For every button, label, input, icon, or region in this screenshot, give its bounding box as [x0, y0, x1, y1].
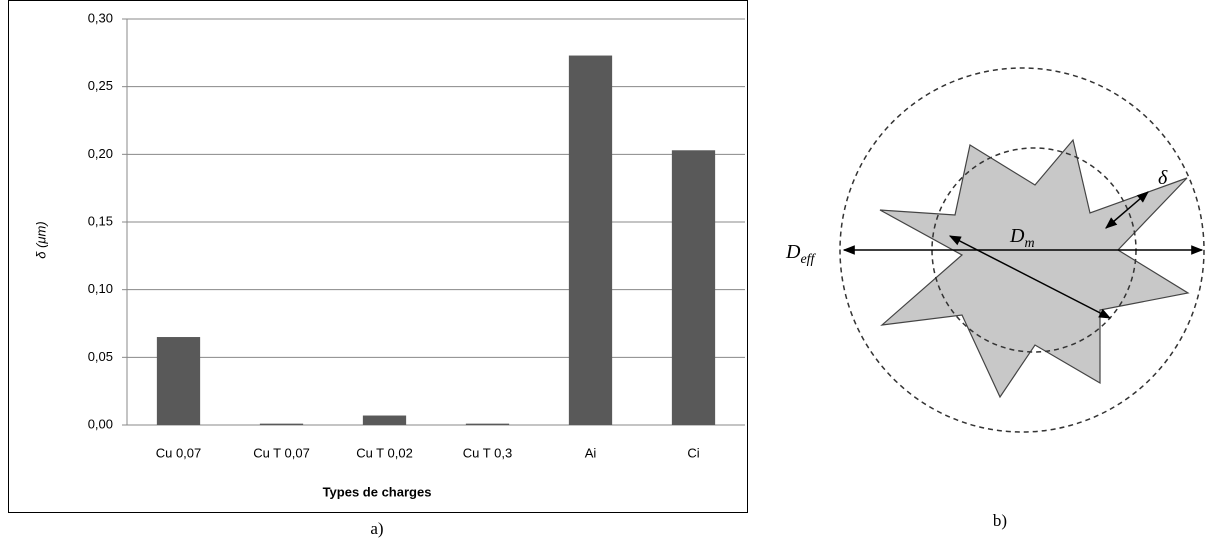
y-tick-label: 0,20 — [88, 146, 113, 161]
y-tick-label: 0,15 — [88, 213, 113, 228]
d-m-arrow — [948, 235, 1112, 319]
x-axis-title: Types de charges — [323, 484, 432, 499]
y-tick-label: 0,00 — [88, 416, 113, 431]
bar — [362, 415, 407, 425]
bar — [156, 337, 201, 425]
bar — [671, 150, 716, 426]
d-eff-main: D — [785, 241, 801, 263]
y-tick-label: 0,10 — [88, 281, 113, 296]
x-tick-label: Ci — [687, 445, 699, 460]
y-axis-title: δ (μm) — [33, 221, 48, 258]
x-tick-label: Cu T 0,3 — [463, 445, 512, 460]
bar — [465, 423, 510, 425]
d-m-label: Dm — [1009, 225, 1035, 251]
particle — [879, 138, 1190, 399]
caption-b: b) — [993, 511, 1007, 530]
y-tick-label: 0,05 — [88, 349, 113, 364]
y-tick-label: 0,30 — [88, 10, 113, 25]
x-tick-label: Cu T 0,02 — [356, 445, 413, 460]
chart: Types de charges δ (μm) 0,00 0,05 0,10 0,15… — [33, 10, 745, 499]
d-eff-label: Deff — [785, 241, 817, 267]
x-tick-label: Cu 0,07 — [156, 445, 202, 460]
delta-label: δ — [1158, 167, 1168, 189]
x-tick-label: Cu T 0,07 — [253, 445, 310, 460]
bar — [568, 55, 613, 425]
outer-circle — [839, 67, 1205, 433]
d-m-main: D — [1009, 225, 1025, 247]
y-tick-label: 0,25 — [88, 78, 113, 93]
d-m-sub: m — [1024, 236, 1034, 251]
chart-frame — [8, 0, 748, 513]
diagram: Deff Dm δ — [785, 67, 1205, 433]
delta-arrow — [1105, 191, 1149, 229]
caption-a: a) — [370, 519, 383, 538]
d-eff-sub: eff — [800, 252, 816, 267]
bar — [259, 423, 304, 425]
x-tick-label: Ai — [585, 445, 597, 460]
